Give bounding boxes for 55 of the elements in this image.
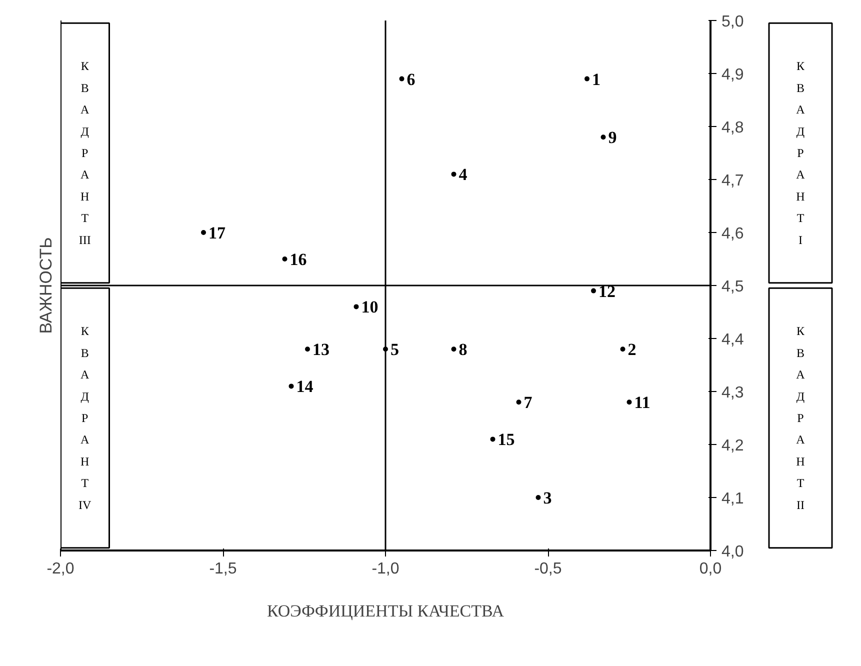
- text: КВАДРАНТ II: [796, 324, 805, 512]
- point: [536, 495, 541, 500]
- x-tick-label: -0,5: [534, 560, 562, 578]
- series-label: 11: [634, 393, 650, 412]
- y-tick-label: 4,2: [722, 438, 744, 454]
- y-axis-title: ВАЖНОСТЬ: [36, 237, 56, 334]
- y-tick-label: 4,8: [722, 120, 744, 136]
- point: [584, 76, 590, 82]
- series-label: 7: [524, 393, 533, 412]
- y-tick-label: 4,4: [722, 332, 744, 348]
- y-tick-label: 4,5: [722, 278, 744, 296]
- series-label: 2: [628, 340, 636, 360]
- point: [201, 230, 206, 235]
- y-tick-label: 4,0: [722, 544, 744, 560]
- series-label: 8: [458, 340, 468, 360]
- series-label: 14: [296, 377, 314, 396]
- point: [399, 76, 404, 82]
- point: [626, 400, 632, 405]
- x-tick-label: -2,0: [46, 560, 74, 578]
- point: [354, 304, 359, 310]
- x-tick-label: 0,0: [699, 560, 722, 578]
- point: [591, 288, 596, 294]
- x-axis-title: КОЭФФИЦИЕНТЫ КАЧЕСТВА: [266, 602, 505, 620]
- point: [305, 346, 310, 352]
- series-label: 16: [290, 250, 307, 269]
- point: [490, 436, 496, 442]
- text: КВАДРАНТ III: [78, 59, 91, 247]
- series-label: 12: [598, 282, 616, 301]
- point: [282, 256, 288, 262]
- series-label: 1: [592, 70, 600, 89]
- y-tick-label: 4,1: [722, 490, 744, 508]
- series-label: 17: [208, 224, 226, 242]
- y-tick-label: 4,7: [722, 172, 744, 190]
- series-label: 4: [458, 165, 468, 184]
- x-tick-label: -1,5: [209, 560, 237, 578]
- series-label: 9: [608, 128, 617, 148]
- text: КВАДРАНТ I: [796, 59, 805, 247]
- y-tick-label: 4,3: [722, 384, 744, 402]
- x-tick-label: -1,0: [372, 560, 400, 578]
- series-label: 3: [543, 488, 552, 508]
- series-label: 15: [498, 430, 515, 450]
- point: [600, 134, 606, 140]
- text: КВАДРАНТ IV: [78, 324, 92, 512]
- y-tick-label: 5,0: [722, 14, 744, 30]
- series-label: 10: [361, 298, 378, 317]
- series-label: 5: [390, 340, 399, 360]
- point: [516, 400, 522, 405]
- point: [451, 172, 456, 177]
- point: [451, 346, 456, 352]
- series-label: 6: [406, 70, 416, 89]
- series-label: 13: [312, 340, 330, 360]
- y-tick-label: 4,6: [722, 226, 744, 242]
- point: [620, 346, 626, 352]
- point: [288, 384, 294, 389]
- y-tick-label: 4,9: [722, 66, 744, 84]
